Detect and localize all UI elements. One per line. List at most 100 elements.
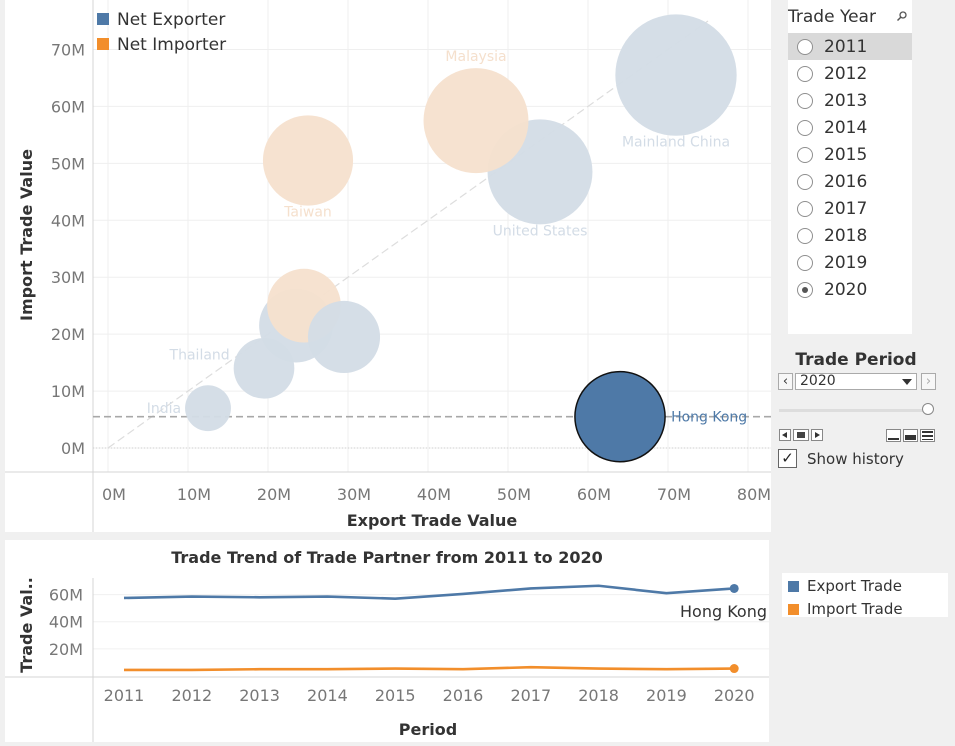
trade-legend-entry[interactable]: Export Trade xyxy=(788,577,902,595)
y-tick-label: 30M xyxy=(51,268,85,287)
legend-swatch xyxy=(97,38,109,50)
year-option-label: 2017 xyxy=(824,198,868,219)
radio-icon[interactable] xyxy=(797,254,813,271)
trade-period-control: Trade Period ‹ 2020 › ✓ Show history xyxy=(776,348,938,478)
playback-speed-controls xyxy=(884,429,935,442)
radio-icon[interactable] xyxy=(797,200,813,217)
trend-end-point[interactable] xyxy=(729,664,739,674)
play-backward-button[interactable] xyxy=(779,429,791,441)
radio-icon[interactable] xyxy=(797,227,813,244)
trade-legend-label: Import Trade xyxy=(807,600,903,618)
search-icon[interactable] xyxy=(896,10,908,22)
radio-icon[interactable] xyxy=(797,38,813,55)
trend-x-tick-label: 2017 xyxy=(510,686,551,705)
year-option[interactable]: 2014 xyxy=(788,114,912,141)
bubble-point[interactable] xyxy=(574,370,666,463)
trade-trend-legend: Export Trade Import Trade xyxy=(782,573,948,618)
legend-swatch xyxy=(788,603,799,615)
x-tick-label: 60M xyxy=(577,485,611,504)
year-option-label: 2019 xyxy=(824,252,868,273)
year-option[interactable]: 2013 xyxy=(788,87,912,114)
play-forward-button[interactable] xyxy=(811,429,823,441)
diagonal-reference-line xyxy=(107,20,709,449)
trade-year-title: Trade Year xyxy=(788,7,876,27)
trend-x-tick-label: 2018 xyxy=(578,686,619,705)
bubble-point[interactable] xyxy=(233,337,295,399)
trend-series-line[interactable] xyxy=(124,665,735,672)
bubble-label: Hong Kong xyxy=(671,410,747,426)
year-option-label: 2011 xyxy=(824,36,868,57)
playback-controls xyxy=(779,429,825,441)
trend-x-tick-label: 2013 xyxy=(239,686,280,705)
trend-chart-panel: 20M 40M 60M 2011 2012 2013 2014 2015 2016 2017 201… xyxy=(5,540,769,742)
bubble-chart-panel: Mainland China United States Malaysia Taiwa… xyxy=(5,0,771,532)
x-tick-label: 20M xyxy=(257,485,291,504)
trend-chart: 20M 40M 60M 2011 2012 2013 2014 2015 2016 2017 201… xyxy=(5,548,769,742)
year-option[interactable]: 2012 xyxy=(788,60,912,87)
legend-label: Net Exporter xyxy=(117,10,225,30)
trend-end-label: Hong Kong xyxy=(680,602,767,621)
year-option-label: 2013 xyxy=(824,90,868,111)
x-axis-title: Export Trade Value xyxy=(347,511,518,530)
trend-y-tick-label: 20M xyxy=(49,640,83,659)
x-tick-label: 40M xyxy=(417,485,451,504)
radio-icon[interactable] xyxy=(797,92,813,109)
trade-year-filter: Trade Year 2011 2012 2013 2014 2015 2016 2017 2… xyxy=(788,0,912,334)
trade-period-dropdown[interactable]: 2020 xyxy=(795,373,917,390)
bubble-label: United States xyxy=(493,223,588,239)
trend-series-line[interactable] xyxy=(123,584,735,600)
year-option[interactable]: 2019 xyxy=(788,249,912,276)
x-tick-label: 70M xyxy=(657,485,691,504)
bubble-point[interactable] xyxy=(423,68,529,174)
trade-year-list: 2011 2012 2013 2014 2015 2016 2017 2018 2019 2020 xyxy=(788,33,912,303)
speed-slow-button[interactable] xyxy=(886,429,901,442)
period-slider-track[interactable] xyxy=(779,409,925,412)
trend-chart-title: Trade Trend of Trade Partner from 2011 t… xyxy=(171,548,603,567)
speed-fast-button[interactable] xyxy=(920,429,935,442)
show-history-checkbox[interactable]: ✓ xyxy=(778,449,797,468)
bubble-point[interactable] xyxy=(185,385,231,432)
trade-legend-entry[interactable]: Import Trade xyxy=(788,600,903,618)
radio-icon[interactable] xyxy=(797,281,813,298)
period-slider-thumb[interactable] xyxy=(922,403,934,415)
pause-button[interactable] xyxy=(793,429,809,441)
year-option[interactable]: 2018 xyxy=(788,222,912,249)
speed-medium-button[interactable] xyxy=(903,429,918,442)
year-option-label: 2012 xyxy=(824,63,868,84)
next-period-button[interactable]: › xyxy=(921,373,936,390)
bubble-point[interactable] xyxy=(615,14,737,136)
trend-x-tick-label: 2014 xyxy=(307,686,348,705)
legend-swatch xyxy=(788,580,799,592)
radio-icon[interactable] xyxy=(797,119,813,136)
trend-x-tick-label: 2011 xyxy=(104,686,145,705)
year-option[interactable]: 2017 xyxy=(788,195,912,222)
previous-period-button[interactable]: ‹ xyxy=(778,373,793,390)
radio-icon[interactable] xyxy=(797,65,813,82)
x-tick-label: 80M xyxy=(737,485,771,504)
x-tick-label: 30M xyxy=(337,485,371,504)
bubble-point[interactable] xyxy=(307,300,381,374)
bubble-point[interactable] xyxy=(262,115,354,206)
trend-end-point[interactable] xyxy=(729,583,739,593)
bubble-label: Taiwan xyxy=(283,205,332,221)
radio-icon[interactable] xyxy=(797,173,813,190)
legend-swatch xyxy=(97,13,109,25)
trend-y-axis-title: Trade Val.. xyxy=(17,577,36,673)
y-tick-label: 70M xyxy=(51,40,85,59)
radio-icon[interactable] xyxy=(797,146,813,163)
y-tick-label: 60M xyxy=(51,97,85,116)
year-option[interactable]: 2020 xyxy=(788,276,912,303)
bubble-label: Mainland China xyxy=(622,135,730,151)
year-option[interactable]: 2015 xyxy=(788,141,912,168)
y-tick-label: 40M xyxy=(51,211,85,230)
show-history-label: Show history xyxy=(807,450,904,468)
year-option[interactable]: 2011 xyxy=(788,33,912,60)
x-tick-label: 10M xyxy=(177,485,211,504)
trade-legend-label: Export Trade xyxy=(807,577,902,595)
y-tick-label: 50M xyxy=(51,154,85,173)
bubble-label: India xyxy=(147,401,181,417)
year-option[interactable]: 2016 xyxy=(788,168,912,195)
y-tick-label: 20M xyxy=(51,325,85,344)
trend-x-tick-label: 2020 xyxy=(714,686,755,705)
trend-x-axis-title: Period xyxy=(399,720,457,739)
